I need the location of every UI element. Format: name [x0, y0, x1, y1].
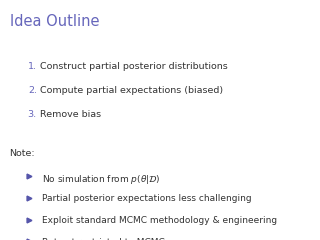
Text: 1.: 1.	[28, 62, 37, 72]
Text: No simulation from $p(\theta|\mathcal{D})$: No simulation from $p(\theta|\mathcal{D}…	[42, 173, 160, 186]
Text: Construct partial posterior distributions: Construct partial posterior distribution…	[40, 62, 228, 72]
Text: But not restricted to MCMC: But not restricted to MCMC	[42, 238, 164, 240]
Text: Idea Outline: Idea Outline	[10, 14, 99, 30]
Text: Remove bias: Remove bias	[40, 110, 101, 119]
Text: Compute partial expectations (biased): Compute partial expectations (biased)	[40, 86, 223, 96]
Text: 2.: 2.	[28, 86, 37, 96]
Text: 3.: 3.	[28, 110, 37, 119]
Text: Note:: Note:	[10, 149, 35, 158]
Text: Exploit standard MCMC methodology & engineering: Exploit standard MCMC methodology & engi…	[42, 216, 277, 225]
Text: Partial posterior expectations less challenging: Partial posterior expectations less chal…	[42, 194, 251, 204]
